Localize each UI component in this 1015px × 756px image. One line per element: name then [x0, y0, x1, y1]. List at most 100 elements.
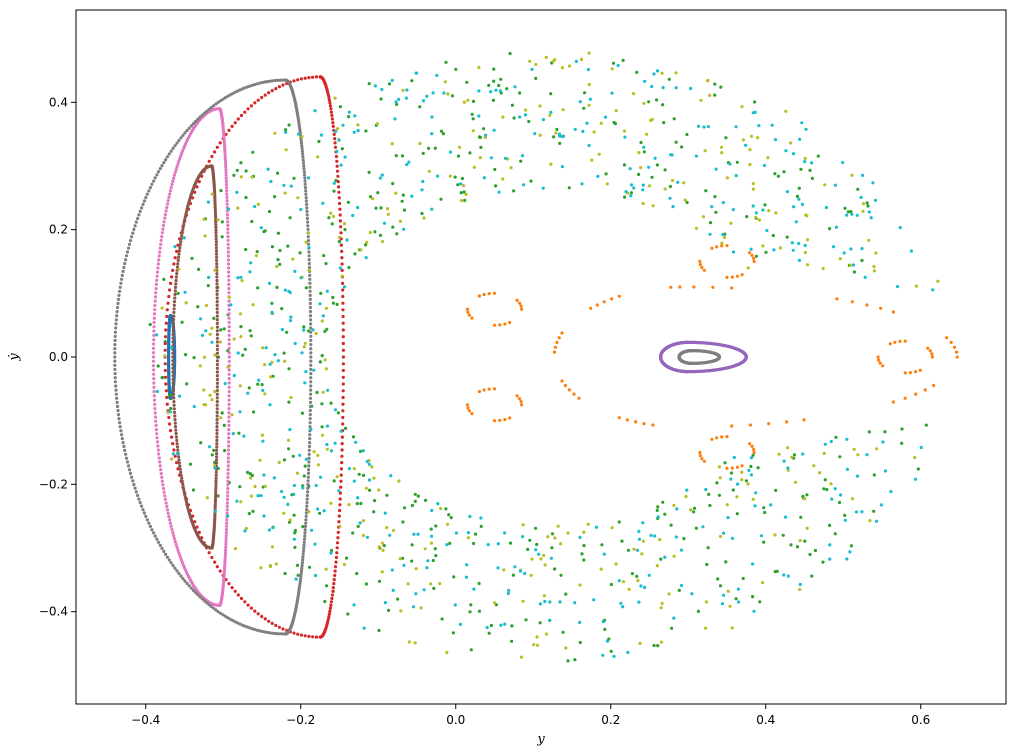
data-point [610, 297, 614, 301]
data-point [723, 461, 727, 465]
data-point [215, 300, 219, 304]
data-point [452, 575, 456, 579]
plot-points [113, 51, 959, 663]
data-point [773, 533, 777, 537]
data-point [226, 238, 230, 242]
data-point [316, 507, 320, 511]
data-point [341, 382, 345, 386]
data-point [898, 226, 902, 230]
data-point [305, 202, 309, 206]
data-point [178, 243, 182, 247]
data-point [260, 433, 265, 437]
data-point [701, 215, 706, 219]
data-point [163, 494, 167, 498]
data-point [181, 577, 185, 581]
data-point [227, 320, 231, 324]
data-point [156, 540, 161, 544]
data-point [308, 281, 312, 285]
data-point [305, 508, 309, 512]
data-point [708, 93, 712, 97]
data-point [281, 78, 285, 82]
data-point [308, 273, 312, 277]
data-point [351, 435, 356, 439]
data-point [215, 396, 219, 400]
data-point [777, 452, 781, 456]
data-point [273, 631, 277, 636]
data-point [661, 103, 665, 107]
data-point [171, 452, 175, 456]
data-point [225, 199, 229, 203]
data-point [309, 326, 313, 330]
data-point [677, 588, 681, 593]
data-point [652, 643, 656, 648]
data-point [762, 540, 766, 544]
data-point [710, 205, 714, 209]
data-point [477, 581, 481, 586]
data-point [293, 545, 297, 550]
data-point [136, 493, 140, 498]
series-8 [113, 78, 313, 636]
data-point [214, 482, 218, 486]
data-point [482, 176, 486, 180]
data-point [632, 547, 636, 551]
data-point [124, 254, 129, 258]
data-point [357, 472, 361, 476]
data-point [304, 192, 308, 196]
data-point [430, 207, 434, 211]
data-point [191, 588, 196, 593]
data-point [226, 227, 230, 231]
data-point [353, 252, 357, 256]
data-point [215, 366, 219, 370]
data-point [763, 203, 767, 207]
data-point [524, 618, 528, 622]
data-point [214, 495, 218, 499]
data-point [305, 216, 309, 221]
data-point [171, 385, 175, 389]
data-point [270, 545, 274, 549]
data-point [553, 536, 557, 540]
data-point [889, 490, 893, 494]
data-point [855, 474, 860, 478]
data-point [416, 532, 420, 536]
data-point [441, 132, 445, 136]
data-point [450, 94, 455, 98]
data-point [473, 532, 478, 536]
data-point [152, 329, 156, 333]
data-point [215, 303, 219, 307]
data-point [168, 410, 172, 414]
data-point [267, 91, 271, 95]
data-point [798, 137, 802, 141]
data-point [288, 290, 292, 295]
data-point [215, 314, 219, 318]
data-point [429, 527, 433, 531]
data-point [177, 551, 181, 555]
data-point [305, 206, 309, 210]
data-point [503, 622, 507, 626]
data-point [226, 616, 230, 620]
data-point [230, 124, 234, 128]
data-point [172, 314, 176, 318]
data-point [215, 355, 219, 359]
data-point [955, 355, 959, 359]
data-point [702, 125, 706, 129]
data-point [256, 382, 260, 386]
data-point [368, 230, 372, 235]
data-point [180, 479, 184, 483]
data-point [599, 121, 603, 125]
data-point [685, 200, 689, 205]
y-tick-label: −0.2 [39, 477, 68, 491]
data-point [289, 395, 293, 400]
data-point [423, 547, 427, 551]
data-point [321, 314, 325, 318]
data-point [774, 488, 778, 492]
data-point [352, 130, 356, 134]
data-point [395, 232, 399, 236]
data-point [275, 285, 279, 289]
data-point [223, 556, 227, 560]
data-point [306, 486, 310, 490]
data-point [333, 141, 337, 145]
data-point [164, 382, 168, 386]
data-point [888, 342, 892, 346]
data-point [421, 151, 425, 155]
data-point [356, 496, 360, 500]
